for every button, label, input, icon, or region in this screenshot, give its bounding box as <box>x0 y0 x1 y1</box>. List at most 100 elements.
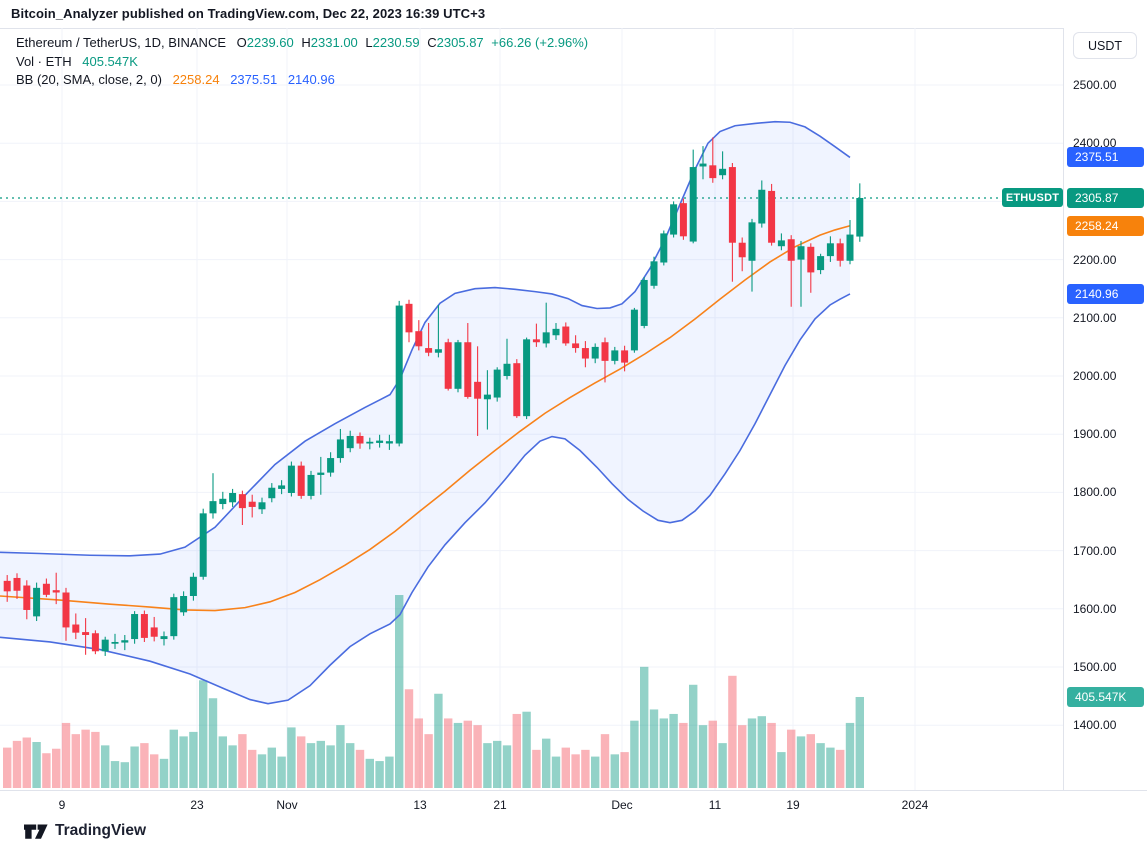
price-tick-label: 2100.00 <box>1073 310 1117 325</box>
volume-bar <box>669 713 678 788</box>
legend-symbol-row[interactable]: Ethereum / TetherUS, 1D, BINANCE O2239.6… <box>16 34 588 53</box>
volume-bar <box>444 718 453 788</box>
candle-body <box>611 350 619 361</box>
candle-body <box>336 439 344 459</box>
candle-body <box>23 585 31 610</box>
time-axis[interactable]: 9 23 Nov 13 21 Dec 11 19 2024 <box>0 790 1147 820</box>
legend-bb-row[interactable]: BB (20, SMA, close, 2, 0) 2258.24 2375.5… <box>16 71 588 90</box>
candle-body <box>395 305 403 444</box>
price-axis[interactable]: USDT 2500.00 2400.00 2200.00 2100.00 2000.00… <box>1063 28 1147 790</box>
time-tick-label: Nov <box>276 798 298 812</box>
candle-body <box>738 242 746 258</box>
candle-body <box>160 636 168 640</box>
volume-bar <box>679 722 688 788</box>
candle-body <box>630 309 638 351</box>
volume-bar <box>52 748 61 788</box>
candle-body <box>209 501 217 514</box>
volume-bar <box>787 729 796 788</box>
candle-body <box>709 165 717 179</box>
candle-body <box>287 465 295 493</box>
candle-body <box>189 576 197 596</box>
candle-body <box>219 498 227 505</box>
symbol-price-label: ETHUSDT <box>1002 188 1063 207</box>
volume-bar <box>826 747 835 788</box>
price-axis-badge: 405.547K <box>1067 687 1144 707</box>
volume-bar <box>257 754 267 788</box>
bb-label: BB (20, SMA, close, 2, 0) <box>16 72 162 87</box>
candle-body <box>425 348 433 353</box>
currency-unit-button[interactable]: USDT <box>1073 32 1137 59</box>
candle-body <box>258 502 266 510</box>
price-tick-label: 1800.00 <box>1073 485 1117 500</box>
tradingview-logo[interactable]: TradingView <box>24 822 146 840</box>
volume-bar <box>395 595 404 788</box>
volume-value: 405.547K <box>82 53 138 69</box>
volume-bar <box>12 740 22 788</box>
candle-body <box>278 485 286 489</box>
volume-bar <box>836 749 845 788</box>
volume-bar <box>150 754 159 788</box>
volume-bar <box>738 725 747 788</box>
candle-body <box>464 342 472 397</box>
volume-bar <box>355 749 365 788</box>
candle-body <box>13 577 21 591</box>
volume-bar <box>845 722 855 788</box>
bollinger-fill <box>0 121 850 704</box>
candle-body <box>454 342 462 389</box>
volume-bar <box>61 722 71 788</box>
price-axis-badge: 2375.51 <box>1067 147 1144 168</box>
volume-bar <box>796 736 806 788</box>
volume-bar <box>365 758 374 788</box>
candle-body <box>317 472 325 475</box>
volume-bar <box>620 752 629 788</box>
bollinger-basis-line <box>0 224 851 612</box>
price-tick-label: 2200.00 <box>1073 252 1117 267</box>
candle-body <box>346 435 354 449</box>
close-label: C <box>427 35 437 50</box>
publish-header: Bitcoin_Analyzer published on TradingVie… <box>11 6 486 21</box>
volume-bar <box>708 720 717 788</box>
footer: TradingView <box>0 818 1147 848</box>
volume-bar <box>326 745 335 788</box>
volume-bar <box>698 725 708 788</box>
volume-bar <box>747 718 757 788</box>
price-axis-badge: 2258.24 <box>1067 215 1144 236</box>
tradingview-logo-text: TradingView <box>55 822 147 839</box>
candle-body <box>552 328 560 336</box>
candle-body <box>601 342 609 361</box>
candle-body <box>415 331 423 347</box>
legend-volume-row[interactable]: Vol · ETH 405.547K <box>16 53 588 72</box>
open-label: O <box>236 35 247 50</box>
time-tick-label: 13 <box>413 798 427 812</box>
candle-body <box>679 203 687 237</box>
candle-body <box>532 339 540 343</box>
plot-area <box>0 28 1063 790</box>
time-tick-label: 9 <box>58 798 66 812</box>
candle-body <box>621 350 629 363</box>
volume-bar <box>532 749 541 788</box>
candle-body <box>248 501 256 507</box>
volume-bar <box>32 741 41 788</box>
candle-body <box>856 197 864 237</box>
price-tick-label: 1700.00 <box>1073 543 1117 558</box>
volume-bar <box>728 675 737 788</box>
price-tick-label: 2400.00 <box>1073 136 1117 151</box>
candle-body <box>572 343 580 349</box>
volume-bar <box>199 680 208 788</box>
candle-body <box>444 342 452 389</box>
candle-body <box>405 303 413 333</box>
volume-bar <box>91 731 100 788</box>
volume-bar <box>816 743 825 788</box>
volume-bar <box>385 756 394 788</box>
volume-bar <box>130 746 139 788</box>
candle-body <box>640 279 648 326</box>
time-tick-label: 11 <box>708 798 722 812</box>
candle-body <box>817 256 825 271</box>
volume-bar <box>551 756 561 788</box>
volume-bar <box>493 740 502 788</box>
candle-body <box>434 349 442 353</box>
volume-bar <box>718 743 727 788</box>
candle-body <box>42 583 50 595</box>
bb-upper-value: 2375.51 <box>230 72 278 87</box>
